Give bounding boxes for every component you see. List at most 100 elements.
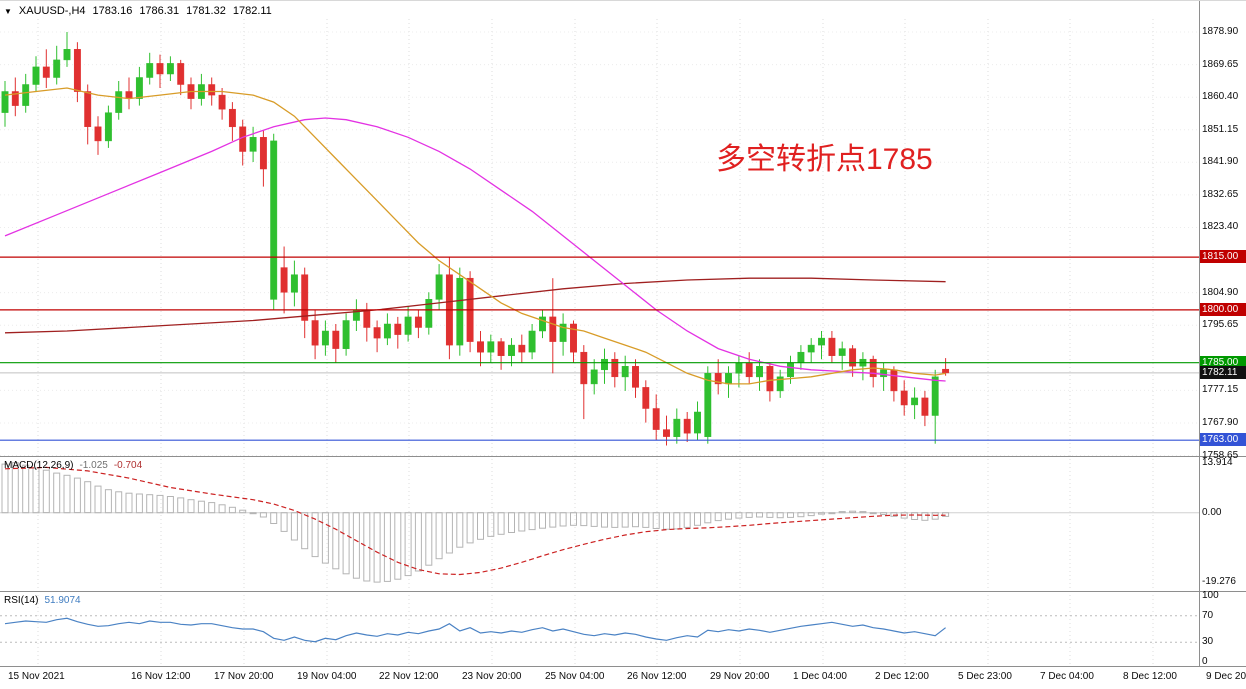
- candle-body: [332, 330, 340, 349]
- candle-body: [838, 348, 846, 356]
- macd-histogram-bar: [694, 512, 701, 526]
- macd-histogram-bar: [539, 512, 546, 529]
- candle-body: [931, 376, 939, 416]
- macd-histogram-bar: [42, 469, 50, 514]
- candle-body: [208, 84, 216, 96]
- candle-body: [828, 337, 836, 356]
- macd-histogram-bar: [849, 510, 857, 514]
- time-axis-label[interactable]: 19 Nov 04:00: [297, 671, 357, 682]
- candle-body: [259, 137, 267, 170]
- macd-histogram-bar: [73, 477, 81, 514]
- candle-body: [570, 323, 577, 353]
- price-level-badge: 1800.00: [1200, 303, 1246, 316]
- candle-body: [911, 397, 919, 406]
- macd-histogram-bar: [735, 512, 743, 519]
- ohlc-high: 1786.31: [139, 5, 180, 17]
- price-tick-label: 1767.90: [1202, 417, 1239, 428]
- time-axis-label[interactable]: 9 Dec 20:00: [1206, 671, 1246, 682]
- ohlc-low: 1781.32: [186, 5, 226, 17]
- candle-body: [342, 320, 350, 349]
- candle-body: [135, 77, 143, 99]
- ma-medium-orange: [4, 87, 946, 385]
- price-tick-label: 1878.90: [1202, 26, 1239, 37]
- macd-histogram-bar: [115, 491, 123, 514]
- time-axis-label[interactable]: 1 Dec 04:00: [793, 671, 847, 682]
- candle-body: [63, 49, 71, 61]
- candle-body: [787, 362, 794, 378]
- macd-histogram-bar: [352, 512, 360, 579]
- candle-body: [177, 63, 185, 85]
- macd-histogram-bar: [187, 499, 195, 514]
- candle-body: [249, 137, 257, 152]
- candle-body: [776, 376, 784, 392]
- candle-body: [146, 63, 154, 78]
- macd-histogram-bar: [270, 512, 278, 525]
- chart-collapse-triangle-icon[interactable]: ▼: [4, 6, 12, 16]
- candle-body: [559, 323, 567, 342]
- macd-histogram-bar: [249, 512, 257, 515]
- macd-histogram-bar: [94, 485, 102, 514]
- time-axis-label[interactable]: 16 Nov 12:00: [131, 671, 191, 682]
- macd-histogram-bar: [301, 512, 309, 550]
- candle-body: [321, 330, 329, 346]
- time-axis-label[interactable]: 22 Nov 12:00: [379, 671, 439, 682]
- macd-histogram-bar: [259, 512, 267, 518]
- candle-body: [818, 337, 825, 346]
- time-axis-label[interactable]: 15 Nov 2021: [8, 671, 65, 682]
- candle-body: [880, 369, 888, 378]
- macd-histogram-bar: [445, 512, 453, 554]
- candle-body: [528, 330, 536, 353]
- macd-histogram-bar: [652, 512, 660, 530]
- macd-histogram-bar: [156, 494, 164, 514]
- macd-histogram-bar: [704, 512, 712, 524]
- candle-body: [694, 411, 701, 434]
- macd-tick-label: 0.00: [1202, 507, 1222, 518]
- price-tick-label: 1804.90: [1202, 287, 1239, 298]
- candle-body: [807, 344, 815, 353]
- time-axis-label[interactable]: 7 Dec 04:00: [1040, 671, 1094, 682]
- macd-histogram-bar: [290, 512, 298, 541]
- macd-histogram-bar: [756, 512, 763, 518]
- candle-body: [228, 108, 236, 128]
- macd-histogram-bar: [11, 462, 19, 514]
- candle-body: [84, 91, 92, 127]
- price-level-badge: 1785.00: [1200, 356, 1246, 369]
- time-axis-label[interactable]: 2 Dec 12:00: [875, 671, 929, 682]
- candle-body: [11, 91, 19, 106]
- candle-body: [890, 369, 898, 392]
- ma-baseline-darkred: [4, 277, 946, 334]
- candle-body: [373, 327, 381, 339]
- macd-histogram-bar: [921, 512, 929, 521]
- chart-header: ▼ XAUUSD-,H4 1783.16 1786.31 1781.32 178…: [4, 5, 272, 17]
- time-axis-label[interactable]: 25 Nov 04:00: [545, 671, 605, 682]
- macd-histogram-bar: [880, 512, 888, 516]
- macd-histogram-bar: [890, 512, 898, 517]
- macd-histogram-bar: [466, 512, 474, 544]
- time-axis-label[interactable]: 29 Nov 20:00: [710, 671, 770, 682]
- macd-histogram-bar: [673, 512, 681, 530]
- time-axis-label[interactable]: 17 Nov 20:00: [214, 671, 274, 682]
- candle-body: [125, 91, 133, 99]
- macd-histogram-bar: [838, 511, 846, 514]
- candle-body: [104, 112, 112, 142]
- price-tick-label: 1795.65: [1202, 319, 1239, 330]
- candle-body: [756, 366, 763, 378]
- macd-histogram-bar: [104, 489, 112, 514]
- time-axis-label[interactable]: 5 Dec 23:00: [958, 671, 1012, 682]
- macd-histogram-bar: [797, 512, 805, 518]
- time-axis-label[interactable]: 26 Nov 12:00: [627, 671, 687, 682]
- macd-histogram-bar: [342, 512, 350, 575]
- macd-histogram-bar: [828, 512, 836, 515]
- candle-body: [301, 274, 309, 321]
- time-axis-label[interactable]: 8 Dec 12:00: [1123, 671, 1177, 682]
- candle-body: [921, 397, 929, 416]
- macd-indicator-label: MACD(12,26,9) -1.025 -0.704: [4, 460, 142, 471]
- rsi-line: [4, 617, 946, 643]
- macd-histogram-bar: [146, 494, 154, 514]
- macd-histogram-bar: [580, 512, 588, 527]
- time-axis-label[interactable]: 23 Nov 20:00: [462, 671, 522, 682]
- candle-body: [942, 368, 950, 374]
- ma-long-magenta: [4, 117, 946, 382]
- macd-histogram-bar: [642, 512, 650, 528]
